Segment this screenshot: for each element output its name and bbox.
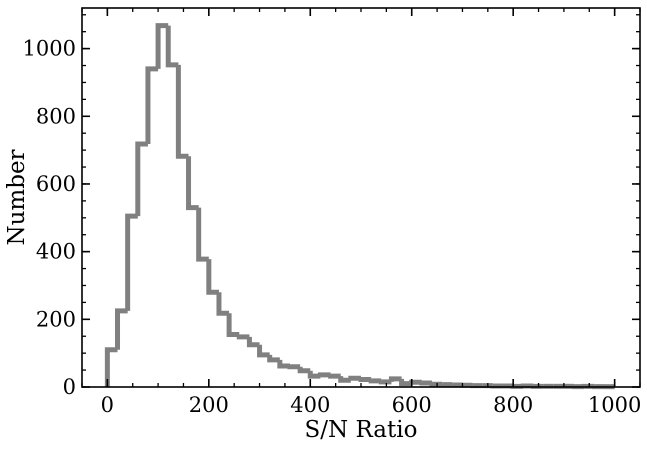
histogram-bin-27 [378,379,392,385]
histogram-bin-9 [196,207,209,262]
x-tick-label-800: 800 [493,393,533,417]
y-tick-label-0: 0 [63,375,76,399]
y-tick-label-600: 600 [36,172,76,196]
x-tick-label-400: 400 [290,393,330,417]
histogram-bin-32 [429,381,443,387]
histogram-bin-5 [155,23,169,69]
y-axis-label: Number [4,149,30,245]
histogram-bin-24 [348,375,361,381]
histogram-bin-14 [246,336,260,348]
x-axis-label: S/N Ratio [305,417,418,443]
y-tick-label-400: 400 [36,240,76,264]
histogram-bin-4 [145,66,159,145]
histogram-bin-11 [216,292,230,316]
x-tick-label-200: 200 [189,393,229,417]
x-tick-label-1000: 1000 [588,393,641,417]
histogram-bin-17 [277,359,290,369]
y-tick-label-800: 800 [36,104,76,128]
histogram-bin-16 [267,354,280,363]
histogram-bin-21 [317,372,331,378]
x-tick-label-0: 0 [101,393,114,417]
histogram-bin-19 [297,366,311,374]
axes-frame [81,7,641,388]
histogram-bin-7 [175,64,189,159]
histogram-bin-31 [419,380,433,386]
histogram-bin-6 [165,25,179,68]
tick-labels: 0 200 400 600 800 1000 0 200 400 600 800 1000 [23,37,642,417]
histogram-bin-3 [135,141,148,217]
major-ticks [82,8,640,388]
histogram-bin-20 [307,370,321,379]
histogram-bin-28 [388,376,402,382]
y-tick-label-1000: 1000 [23,37,76,61]
histogram-bin-0 [104,347,118,387]
histogram-bin-29 [399,378,412,387]
y-tick-label-200: 200 [36,307,76,331]
histogram-bin-26 [368,378,382,384]
histogram-bin-23 [338,376,351,383]
minor-ticks [81,8,641,388]
histogram-bin-1 [115,308,128,350]
histogram-bin-8 [186,156,199,211]
histogram-bin-18 [287,364,301,370]
histogram-bin-12 [226,313,240,338]
histogram-bin-2 [125,213,138,311]
histogram-bin-13 [236,334,250,340]
histogram-bin-25 [358,377,372,383]
plot-area [81,7,641,390]
histogram-bin-22 [328,373,341,379]
histogram-bin-10 [206,259,219,295]
histogram-bin-15 [257,344,270,358]
x-tick-label-600: 600 [392,393,432,417]
